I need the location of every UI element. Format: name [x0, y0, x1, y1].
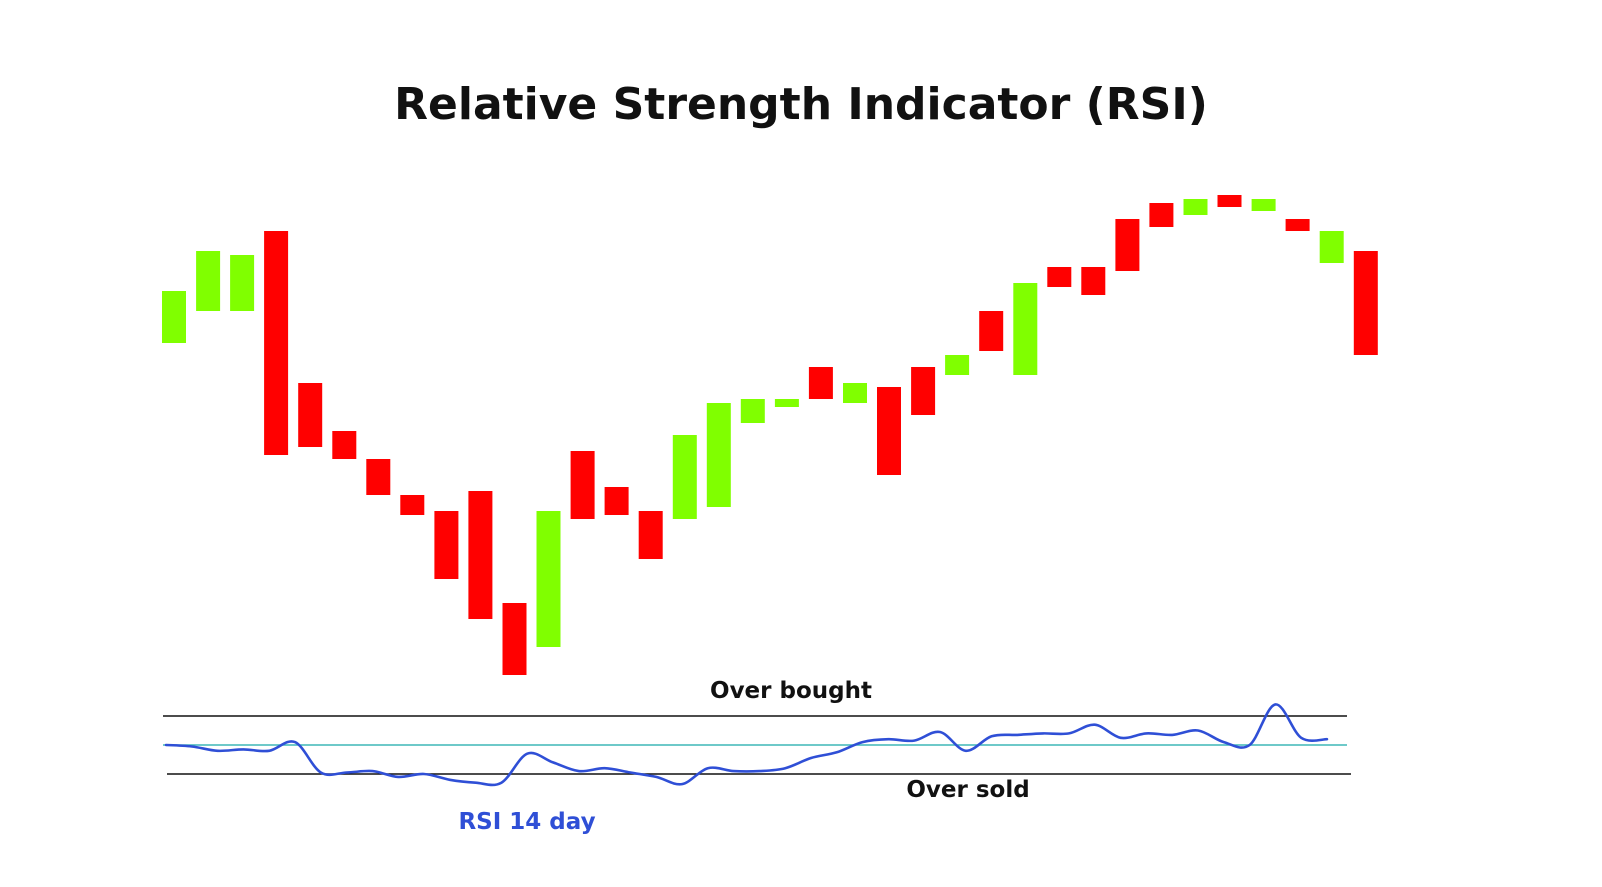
- candle-down: [877, 387, 901, 475]
- candle-down: [1115, 219, 1140, 271]
- candle-down: [1047, 267, 1072, 287]
- candle-down: [366, 459, 391, 495]
- candle-down: [298, 383, 323, 447]
- rsi-line: [164, 703, 1329, 787]
- candle-up: [740, 399, 765, 423]
- candle-down: [1149, 203, 1174, 227]
- price-candles: [162, 195, 1378, 675]
- candle-up: [1319, 231, 1344, 263]
- candle-down: [468, 491, 493, 619]
- rsi-series-label: RSI 14 day: [458, 809, 595, 835]
- candle-up: [706, 403, 731, 507]
- chart-title: Relative Strength Indicator (RSI): [394, 79, 1208, 130]
- candle-up: [196, 251, 221, 311]
- candle-down: [502, 603, 527, 675]
- overbought-label: Over bought: [710, 678, 872, 704]
- oversold-label: Over sold: [906, 777, 1029, 803]
- candle-down: [400, 495, 425, 515]
- candle-down: [1285, 219, 1310, 231]
- candle-down: [1353, 251, 1378, 355]
- candle-up: [1183, 199, 1208, 215]
- candle-down: [434, 511, 459, 579]
- candle-up: [1013, 283, 1038, 375]
- candle-up: [945, 355, 970, 375]
- candle-down: [1217, 195, 1242, 207]
- candle-up: [230, 255, 255, 311]
- candle-up: [774, 399, 799, 407]
- candle-down: [979, 311, 1004, 351]
- candle-down: [570, 451, 595, 519]
- candle-down: [264, 231, 289, 455]
- candle-up: [536, 511, 561, 647]
- rsi-panel: Over bought Over sold RSI 14 day: [163, 678, 1351, 835]
- candle-down: [808, 367, 833, 399]
- candle-down: [332, 431, 357, 459]
- candle-down: [604, 487, 629, 515]
- candle-up: [843, 383, 867, 403]
- candle-down: [911, 367, 936, 415]
- candle-up: [162, 291, 186, 343]
- candle-up: [1251, 199, 1276, 211]
- candle-up: [672, 435, 697, 519]
- candle-down: [638, 511, 663, 559]
- candle-down: [1081, 267, 1106, 295]
